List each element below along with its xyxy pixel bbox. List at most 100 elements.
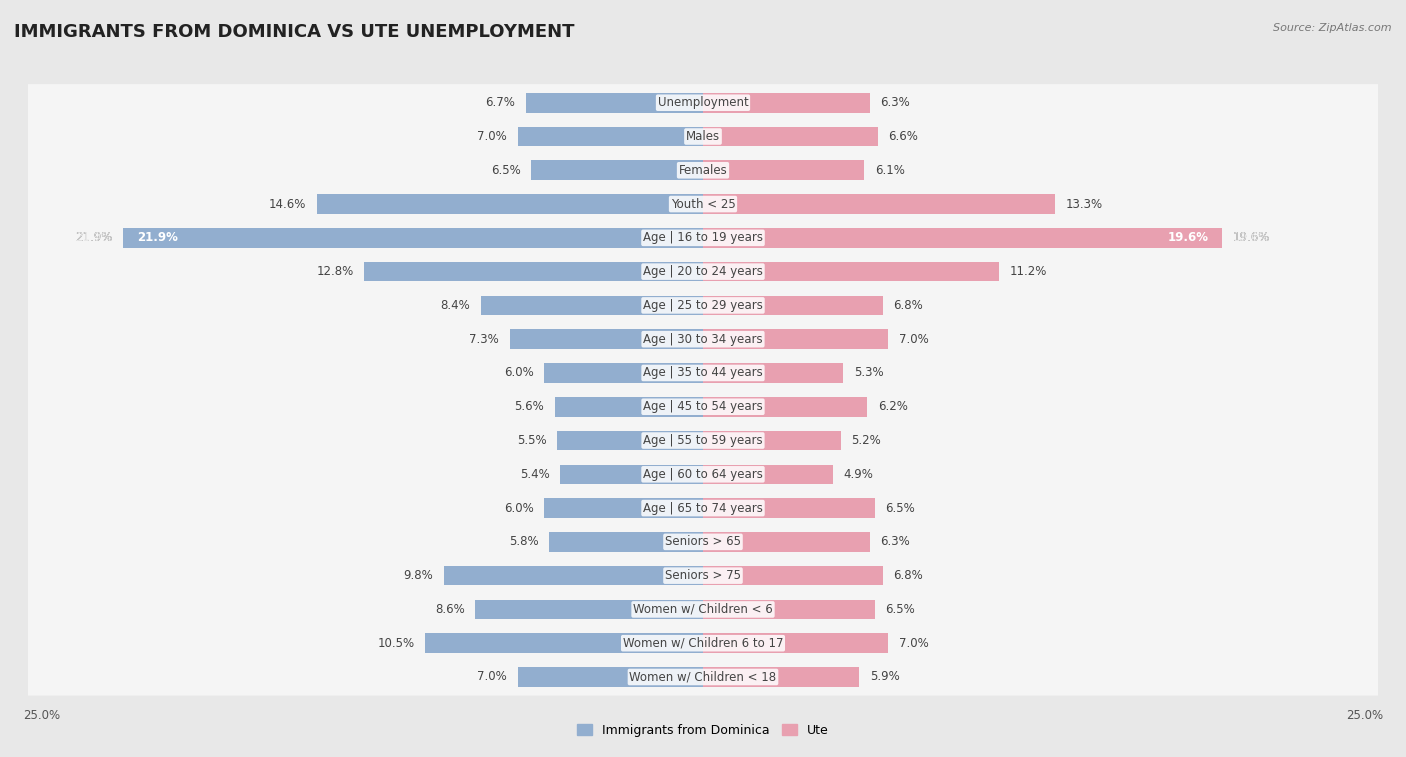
- Bar: [703, 634, 889, 653]
- Text: 10.5%: 10.5%: [377, 637, 415, 650]
- Text: Women w/ Children < 18: Women w/ Children < 18: [630, 671, 776, 684]
- FancyBboxPatch shape: [0, 151, 1406, 188]
- Text: 6.5%: 6.5%: [491, 164, 520, 177]
- Text: Age | 16 to 19 years: Age | 16 to 19 years: [643, 232, 763, 245]
- Bar: [517, 667, 703, 687]
- Bar: [703, 532, 870, 552]
- Bar: [703, 93, 870, 113]
- Text: Age | 30 to 34 years: Age | 30 to 34 years: [643, 332, 763, 346]
- Text: 21.9%: 21.9%: [76, 232, 112, 245]
- FancyBboxPatch shape: [0, 84, 1406, 121]
- FancyBboxPatch shape: [0, 625, 1406, 662]
- Bar: [557, 431, 703, 450]
- Text: 6.6%: 6.6%: [889, 130, 918, 143]
- Text: 6.8%: 6.8%: [894, 299, 924, 312]
- Text: 7.0%: 7.0%: [478, 671, 508, 684]
- Bar: [475, 600, 703, 619]
- Text: Age | 20 to 24 years: Age | 20 to 24 years: [643, 265, 763, 278]
- Text: Unemployment: Unemployment: [658, 96, 748, 109]
- FancyBboxPatch shape: [0, 220, 1406, 257]
- Text: 5.6%: 5.6%: [515, 400, 544, 413]
- Bar: [364, 262, 703, 282]
- Bar: [703, 126, 877, 146]
- Text: 7.0%: 7.0%: [898, 332, 928, 346]
- Bar: [444, 565, 703, 585]
- Bar: [544, 498, 703, 518]
- Text: Seniors > 65: Seniors > 65: [665, 535, 741, 548]
- Text: 7.0%: 7.0%: [898, 637, 928, 650]
- Text: 5.4%: 5.4%: [520, 468, 550, 481]
- Text: 11.2%: 11.2%: [1010, 265, 1047, 278]
- Bar: [703, 667, 859, 687]
- Text: 13.3%: 13.3%: [1066, 198, 1102, 210]
- Bar: [531, 160, 703, 180]
- Bar: [526, 93, 703, 113]
- Bar: [124, 228, 703, 248]
- Text: Women w/ Children < 6: Women w/ Children < 6: [633, 603, 773, 616]
- Text: Women w/ Children 6 to 17: Women w/ Children 6 to 17: [623, 637, 783, 650]
- Bar: [560, 465, 703, 484]
- Text: 12.8%: 12.8%: [316, 265, 354, 278]
- Text: Source: ZipAtlas.com: Source: ZipAtlas.com: [1274, 23, 1392, 33]
- Text: 21.9%: 21.9%: [76, 232, 112, 245]
- Text: 8.6%: 8.6%: [434, 603, 465, 616]
- Text: 6.2%: 6.2%: [877, 400, 907, 413]
- Text: Seniors > 75: Seniors > 75: [665, 569, 741, 582]
- Text: 6.3%: 6.3%: [880, 535, 910, 548]
- Bar: [703, 397, 868, 416]
- Bar: [703, 600, 875, 619]
- Text: 4.9%: 4.9%: [844, 468, 873, 481]
- Bar: [481, 295, 703, 315]
- Text: 9.8%: 9.8%: [404, 569, 433, 582]
- FancyBboxPatch shape: [0, 388, 1406, 425]
- FancyBboxPatch shape: [0, 354, 1406, 391]
- FancyBboxPatch shape: [0, 523, 1406, 560]
- Bar: [703, 565, 883, 585]
- Text: 5.5%: 5.5%: [517, 434, 547, 447]
- Legend: Immigrants from Dominica, Ute: Immigrants from Dominica, Ute: [572, 718, 834, 742]
- Text: 6.8%: 6.8%: [894, 569, 924, 582]
- Text: 7.3%: 7.3%: [470, 332, 499, 346]
- Bar: [510, 329, 703, 349]
- Bar: [425, 634, 703, 653]
- Text: Age | 55 to 59 years: Age | 55 to 59 years: [643, 434, 763, 447]
- Text: 6.7%: 6.7%: [485, 96, 515, 109]
- FancyBboxPatch shape: [0, 422, 1406, 459]
- Bar: [703, 295, 883, 315]
- Bar: [703, 363, 844, 383]
- Bar: [517, 126, 703, 146]
- Text: 6.0%: 6.0%: [503, 502, 534, 515]
- Text: Age | 45 to 54 years: Age | 45 to 54 years: [643, 400, 763, 413]
- Bar: [703, 262, 1000, 282]
- Text: 5.9%: 5.9%: [870, 671, 900, 684]
- FancyBboxPatch shape: [0, 456, 1406, 493]
- Text: 6.5%: 6.5%: [886, 603, 915, 616]
- Bar: [703, 431, 841, 450]
- Bar: [555, 397, 703, 416]
- Text: 6.3%: 6.3%: [880, 96, 910, 109]
- Text: Age | 60 to 64 years: Age | 60 to 64 years: [643, 468, 763, 481]
- Text: 5.3%: 5.3%: [853, 366, 883, 379]
- Bar: [550, 532, 703, 552]
- FancyBboxPatch shape: [0, 118, 1406, 155]
- Bar: [703, 160, 865, 180]
- Text: Males: Males: [686, 130, 720, 143]
- Text: 6.0%: 6.0%: [503, 366, 534, 379]
- Text: 8.4%: 8.4%: [440, 299, 470, 312]
- Bar: [703, 195, 1054, 214]
- Bar: [703, 228, 1222, 248]
- Bar: [544, 363, 703, 383]
- Text: 7.0%: 7.0%: [478, 130, 508, 143]
- Text: 21.9%: 21.9%: [136, 232, 177, 245]
- Text: IMMIGRANTS FROM DOMINICA VS UTE UNEMPLOYMENT: IMMIGRANTS FROM DOMINICA VS UTE UNEMPLOY…: [14, 23, 575, 41]
- FancyBboxPatch shape: [0, 490, 1406, 527]
- FancyBboxPatch shape: [0, 591, 1406, 628]
- Text: Age | 35 to 44 years: Age | 35 to 44 years: [643, 366, 763, 379]
- Text: 6.1%: 6.1%: [875, 164, 905, 177]
- Text: 5.8%: 5.8%: [509, 535, 538, 548]
- Text: 19.6%: 19.6%: [1232, 232, 1270, 245]
- Text: Females: Females: [679, 164, 727, 177]
- Text: 19.6%: 19.6%: [1167, 232, 1209, 245]
- Bar: [703, 329, 889, 349]
- FancyBboxPatch shape: [0, 321, 1406, 358]
